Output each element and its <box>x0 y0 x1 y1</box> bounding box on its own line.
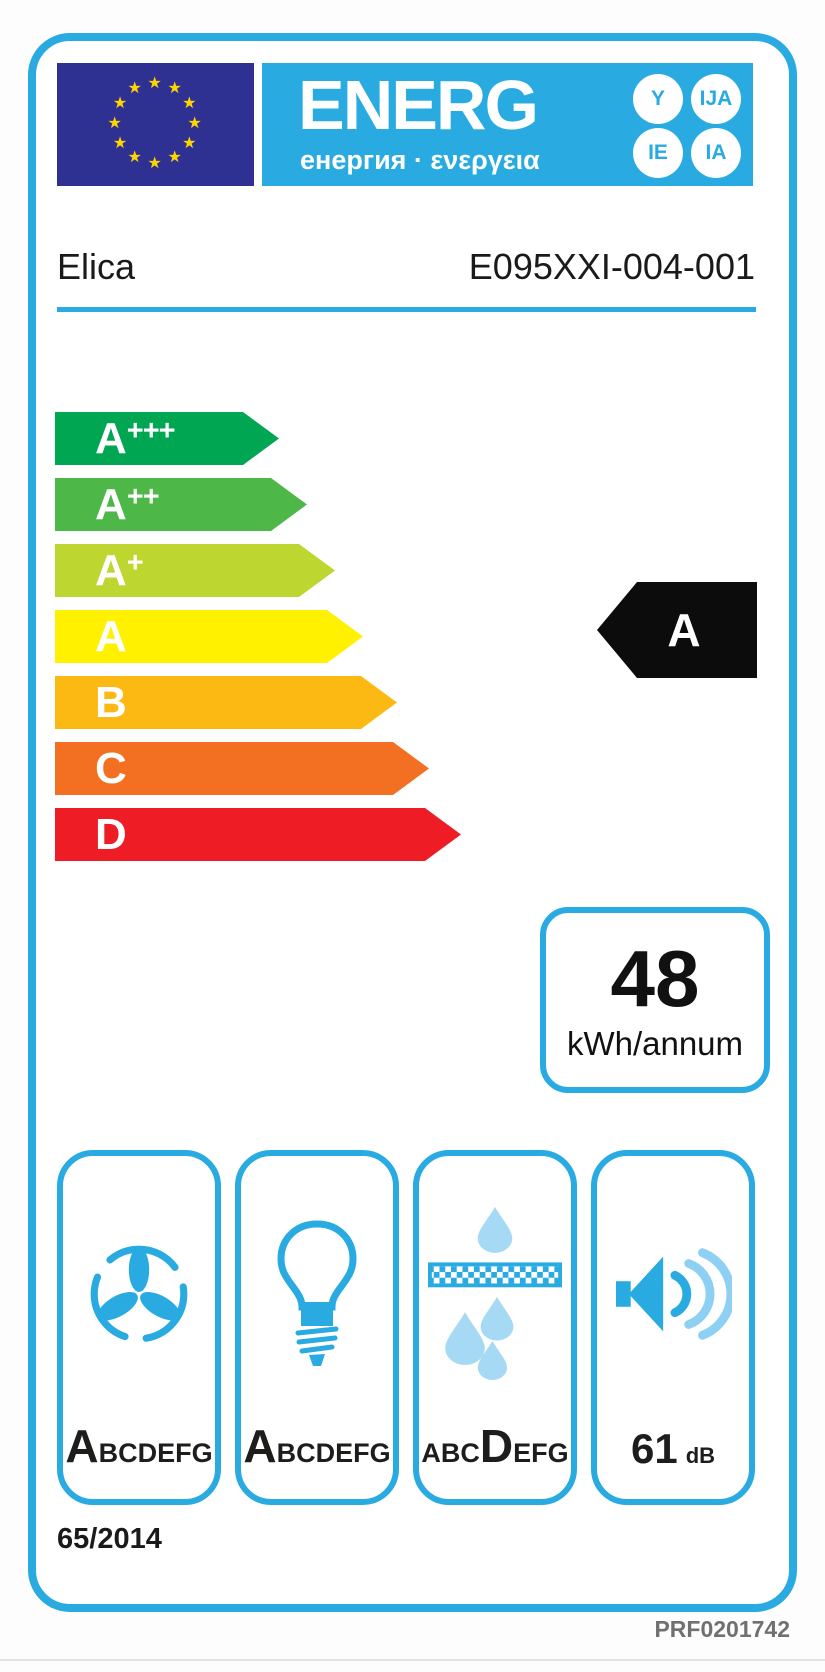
energ-header: ENERG енергия · ενεργεια Y IJA IE IA <box>262 63 753 186</box>
bulb-icon <box>241 1204 393 1384</box>
header-divider <box>57 307 756 312</box>
rating-arrow: A +++ <box>55 412 279 465</box>
page-edge-line <box>0 1659 825 1661</box>
rating-arrow: A ++ <box>55 478 307 531</box>
energ-text: ENERG <box>298 66 539 144</box>
energy-consumption-box: 48 kWh/annum <box>540 907 770 1093</box>
metric-box-fluid-dynamic: ABCDEFG <box>57 1150 221 1505</box>
energy-consumption-value: 48 <box>610 934 700 1023</box>
metric-noise-level: 61 dB <box>597 1425 749 1473</box>
suffix-circle-ija: IJA <box>691 74 741 124</box>
document-reference: PRF0201742 <box>654 1616 790 1642</box>
rating-arrow-plus: +++ <box>126 415 175 447</box>
rating-arrow: B <box>55 676 397 729</box>
brand-name: Elica <box>57 246 136 287</box>
metric-box-grease-filter: ABCDEFG <box>413 1150 577 1505</box>
metric-class-fluid-dynamic: ABCDEFG <box>63 1419 215 1473</box>
metric-box-noise: 61 dB <box>591 1150 755 1505</box>
rating-arrow: A <box>55 610 363 663</box>
energ-language-suffixes: Y IJA IE IA <box>633 74 743 178</box>
star-icon: ★ <box>127 149 142 167</box>
metric-class-letter: A <box>243 1420 277 1472</box>
rating-arrow: C <box>55 742 429 795</box>
star-icon: ★ <box>167 79 182 97</box>
star-icon: ★ <box>167 149 182 167</box>
noise-unit: dB <box>685 1443 716 1468</box>
regulation-number: 65/2014 <box>57 1523 162 1555</box>
metric-box-lighting: ABCDEFG <box>235 1150 399 1505</box>
suffix-circle-ia: IA <box>691 128 741 178</box>
rating-arrow-plus: + <box>126 547 143 579</box>
energy-class-indicator: A <box>597 582 757 678</box>
energy-consumption-unit: kWh/annum <box>566 1025 744 1062</box>
star-icon: ★ <box>187 114 202 132</box>
label-border: ★ ★ ★ ★ ★ ★ ★ ★ ★ ★ ★ ★ ENERG енергия · ενεργεια Y … <box>28 33 797 1612</box>
rating-arrow-label: A <box>95 546 127 595</box>
rating-arrow-label: A <box>95 414 127 463</box>
rating-arrow-plus: ++ <box>126 481 159 513</box>
metric-scale-letters: BCDEFG <box>276 1438 391 1468</box>
suffix-circle-y: Y <box>633 74 683 124</box>
star-icon: ★ <box>112 134 128 152</box>
eu-flag: ★ ★ ★ ★ ★ ★ ★ ★ ★ ★ ★ ★ <box>57 63 254 186</box>
star-icon: ★ <box>147 74 162 92</box>
metric-class-letter: D <box>479 1420 514 1472</box>
star-icon: ★ <box>147 154 162 172</box>
metric-class-letter: A <box>65 1420 99 1472</box>
star-icon: ★ <box>107 114 122 132</box>
grease-filter-icon <box>419 1204 571 1384</box>
rating-arrow-label: D <box>95 810 127 859</box>
rating-arrow-label: A <box>95 612 127 661</box>
star-icon: ★ <box>182 134 197 152</box>
metric-class-lighting: ABCDEFG <box>241 1419 393 1473</box>
metric-class-grease-filter: ABCDEFG <box>419 1419 571 1473</box>
rating-arrow: D <box>55 808 461 861</box>
metric-scale-letters: ABC <box>421 1438 480 1468</box>
rating-arrow-label: A <box>95 480 127 529</box>
model-number: E095XXI-004-001 <box>468 246 755 287</box>
rating-arrow: A + <box>55 544 335 597</box>
rating-arrow-label: B <box>95 678 127 727</box>
energy-class-letter: A <box>667 604 701 656</box>
metric-boxes: ABCDEFG ABCDEFG <box>57 1150 755 1505</box>
metric-scale-letters: BCDEFG <box>98 1438 213 1468</box>
star-icon: ★ <box>182 94 197 112</box>
suffix-circle-ie: IE <box>633 128 683 178</box>
star-icon: ★ <box>112 94 128 112</box>
noise-value: 61 <box>630 1425 678 1472</box>
fan-icon <box>63 1204 215 1384</box>
energ-subtitle: енергия · ενεργεια <box>300 145 540 175</box>
rating-arrow-label: C <box>95 744 127 793</box>
metric-scale-letters: EFG <box>513 1438 569 1468</box>
speaker-icon <box>597 1204 749 1384</box>
star-icon: ★ <box>127 79 142 97</box>
